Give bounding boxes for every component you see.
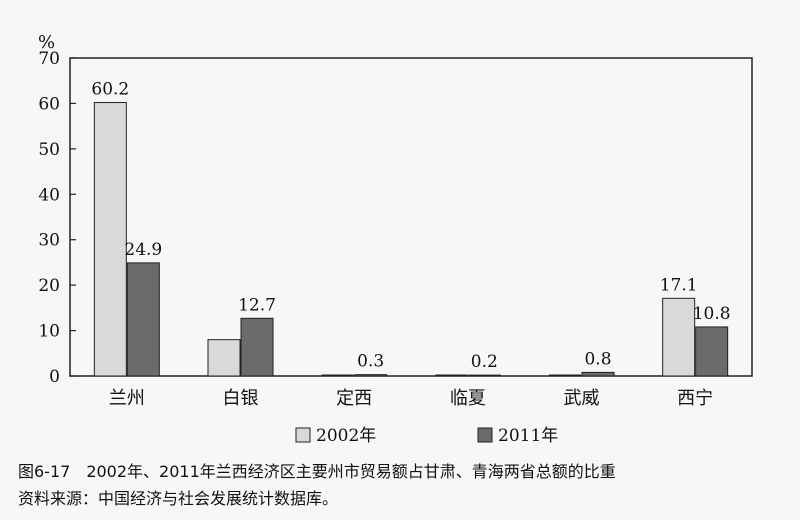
y-tick-label: 30 — [38, 231, 60, 251]
bar-2011 — [354, 374, 388, 377]
data-labels: 60.2 24.9 12.7 0.3 0.2 0.8 17.1 10.8 — [91, 80, 730, 373]
y-tick-label: 10 — [38, 322, 60, 342]
y-tick-label: 60 — [38, 94, 60, 114]
x-tick-label: 兰州 — [109, 388, 145, 409]
x-tick-label: 武威 — [564, 388, 600, 409]
bar-2011 — [240, 317, 274, 377]
y-tick-label: 0 — [49, 367, 60, 387]
source-note: 资料来源：中国经济与社会发展统计数据库。 — [18, 489, 339, 508]
y-tick-label: 20 — [38, 276, 60, 296]
legend-label: 2011年 — [498, 426, 558, 446]
data-label: 60.2 — [91, 80, 129, 100]
data-label: 0.8 — [584, 349, 611, 369]
legend: 2002年 2011年 — [295, 426, 558, 446]
x-tick-label: 定西 — [336, 388, 372, 409]
bar-2011 — [695, 326, 729, 377]
bar-2002 — [93, 102, 127, 377]
x-tick-label: 白银 — [223, 388, 259, 409]
x-tick-label: 临夏 — [450, 388, 486, 409]
data-label: 0.2 — [471, 352, 498, 372]
y-tick-label: 50 — [38, 140, 60, 160]
data-label: 0.3 — [357, 352, 384, 372]
x-tick-label: 西宁 — [677, 388, 713, 409]
legend-swatch — [295, 427, 311, 443]
data-label: 17.1 — [660, 275, 698, 295]
legend-label: 2002年 — [316, 426, 376, 446]
legend-swatch — [477, 427, 493, 443]
y-tick-label: 40 — [38, 185, 60, 205]
y-axis: 0 10 20 30 40 50 60 70 — [38, 49, 76, 387]
bar-2002 — [207, 339, 241, 377]
bar-2011 — [581, 371, 615, 377]
y-axis-label: % — [38, 32, 55, 53]
data-label: 24.9 — [124, 240, 162, 260]
bar-2002 — [662, 297, 696, 377]
bar-2011 — [126, 262, 160, 377]
bars — [93, 102, 729, 377]
bar-2011 — [467, 374, 501, 377]
data-label: 10.8 — [693, 304, 731, 324]
bar-chart: % 0 10 20 30 40 50 60 70 60.2 24.9 12.7 0.3 0.2 0.8 1… — [38, 32, 753, 446]
data-label: 12.7 — [238, 295, 276, 315]
figure-caption: 图6-17 2002年、2011年兰西经济区主要州市贸易额占甘肃、青海两省总额的… — [18, 462, 616, 481]
y-tick-label: 70 — [38, 49, 60, 69]
x-axis-labels: 兰州 白银 定西 临夏 武威 西宁 — [109, 388, 713, 409]
plot-frame — [69, 57, 753, 377]
